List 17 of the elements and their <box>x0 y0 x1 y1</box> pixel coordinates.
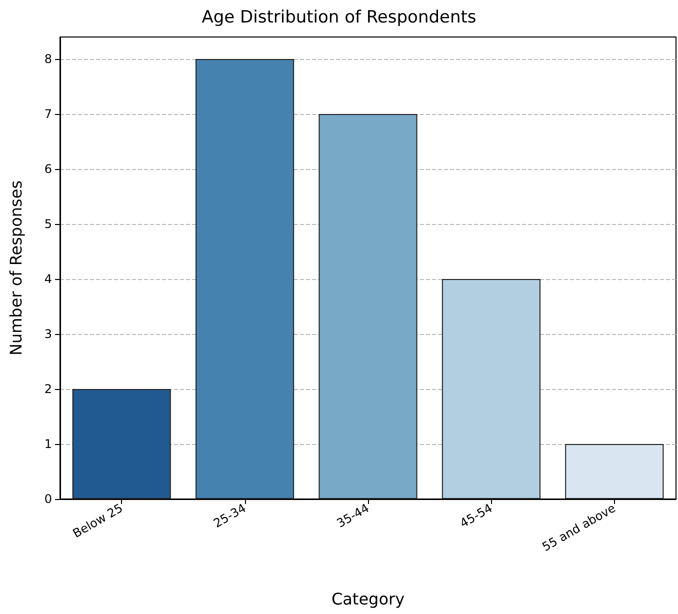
y-tick-label: 0 <box>44 492 52 506</box>
bar <box>442 279 540 499</box>
bar <box>72 389 171 499</box>
bar <box>318 114 418 499</box>
y-tick-label: 7 <box>44 107 52 121</box>
y-tick-label: 2 <box>44 382 52 396</box>
y-tick-label: 5 <box>44 217 52 231</box>
y-axis-title: Number of Responses <box>6 180 26 356</box>
chart-title: Age Distribution of Respondents <box>202 8 476 28</box>
x-axis-title: Category <box>331 590 405 608</box>
y-tick-label: 8 <box>44 52 52 66</box>
bar <box>565 444 664 499</box>
y-tick-label: 3 <box>44 327 52 341</box>
y-tick-label: 6 <box>44 162 52 176</box>
bar <box>196 59 294 499</box>
y-tick-label: 1 <box>44 437 52 451</box>
y-tick-label: 4 <box>44 272 52 286</box>
